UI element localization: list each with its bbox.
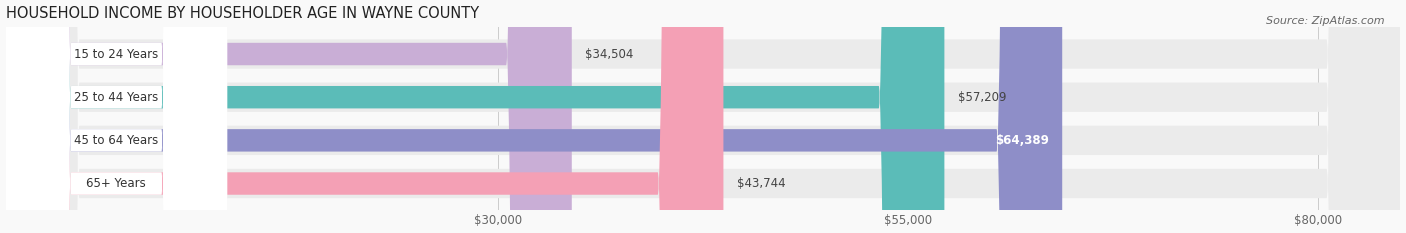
FancyBboxPatch shape — [6, 0, 1400, 233]
Text: $57,209: $57,209 — [957, 91, 1007, 104]
Text: $64,389: $64,389 — [995, 134, 1049, 147]
Text: $43,744: $43,744 — [737, 177, 785, 190]
Text: 45 to 64 Years: 45 to 64 Years — [75, 134, 159, 147]
Text: HOUSEHOLD INCOME BY HOUSEHOLDER AGE IN WAYNE COUNTY: HOUSEHOLD INCOME BY HOUSEHOLDER AGE IN W… — [6, 6, 478, 21]
Text: $34,504: $34,504 — [585, 48, 633, 61]
FancyBboxPatch shape — [6, 0, 572, 233]
FancyBboxPatch shape — [6, 0, 1400, 233]
FancyBboxPatch shape — [6, 0, 228, 233]
Text: 15 to 24 Years: 15 to 24 Years — [75, 48, 159, 61]
Text: 25 to 44 Years: 25 to 44 Years — [75, 91, 159, 104]
Text: 65+ Years: 65+ Years — [86, 177, 146, 190]
FancyBboxPatch shape — [6, 0, 945, 233]
FancyBboxPatch shape — [6, 0, 724, 233]
FancyBboxPatch shape — [6, 0, 1062, 233]
FancyBboxPatch shape — [6, 0, 1400, 233]
FancyBboxPatch shape — [6, 0, 228, 233]
FancyBboxPatch shape — [6, 0, 1400, 233]
Text: Source: ZipAtlas.com: Source: ZipAtlas.com — [1267, 16, 1385, 26]
FancyBboxPatch shape — [6, 0, 228, 233]
FancyBboxPatch shape — [6, 0, 228, 233]
